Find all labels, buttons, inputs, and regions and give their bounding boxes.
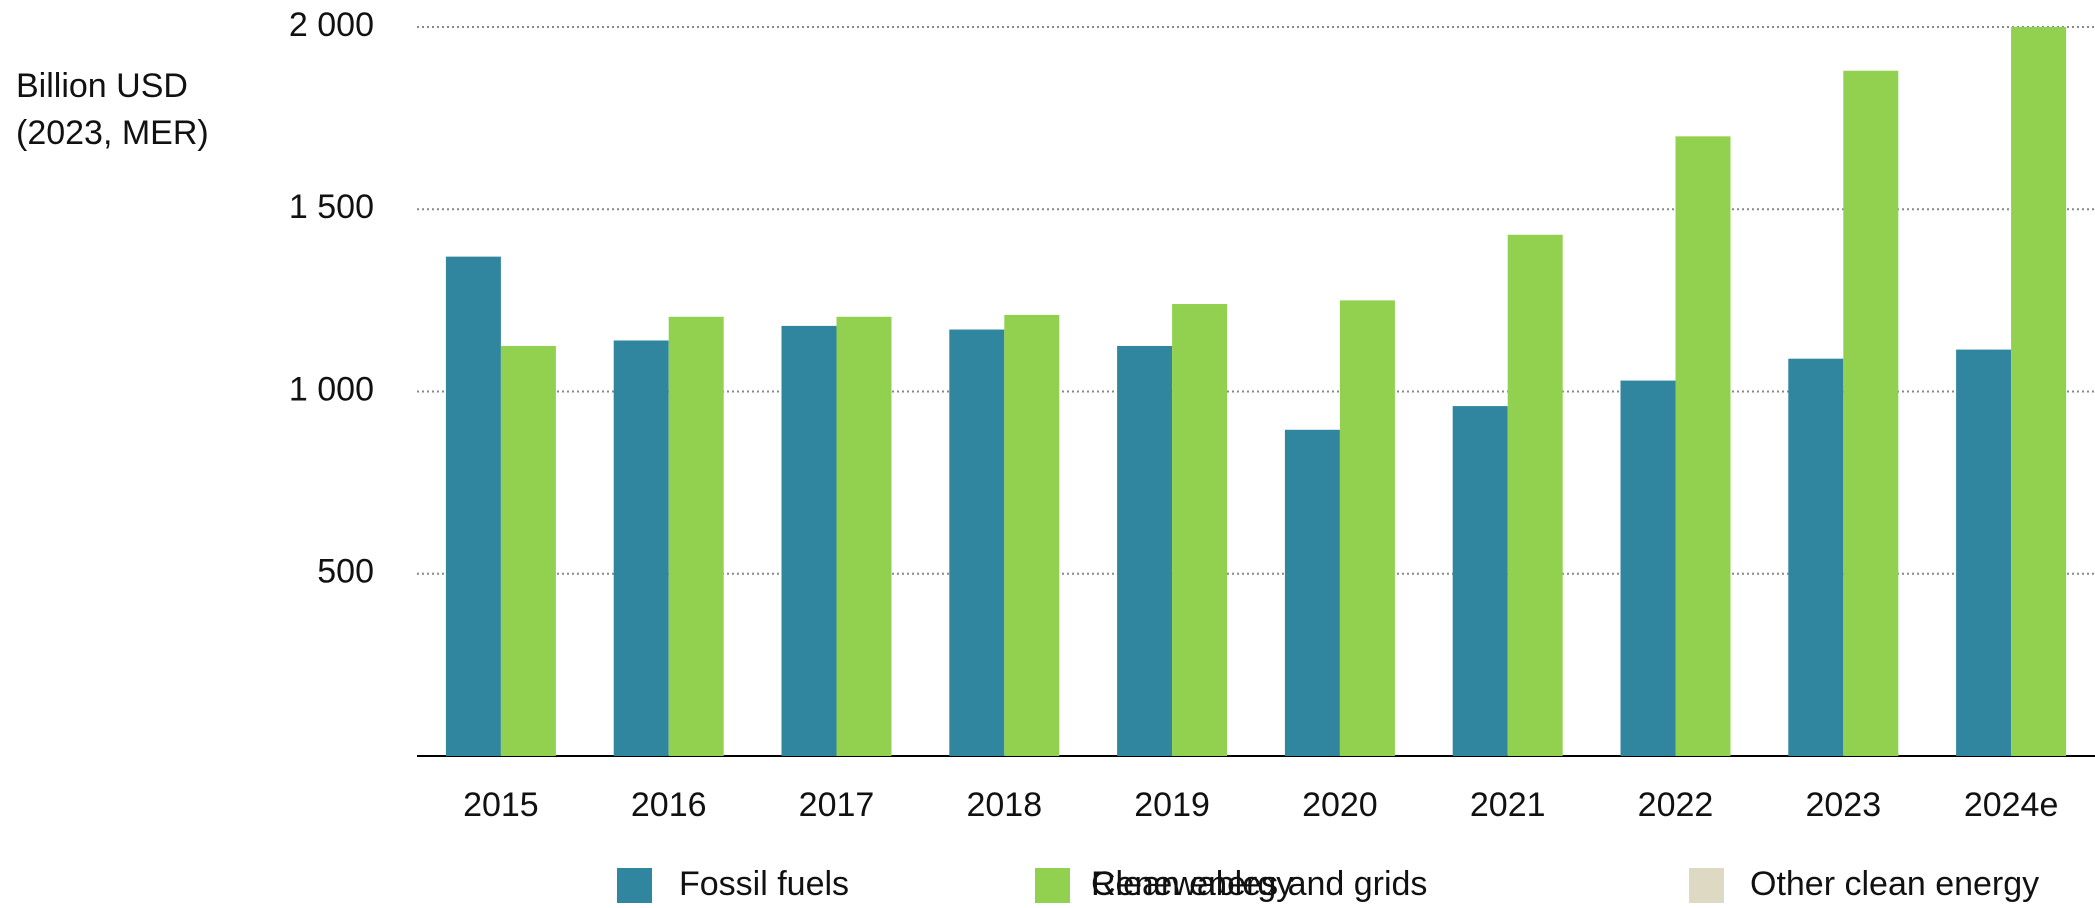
bar xyxy=(1284,429,1340,756)
bar xyxy=(445,256,501,756)
bar xyxy=(500,345,556,756)
x-tick-label: 2020 xyxy=(1302,786,1378,824)
y-tick-label: 1 000 xyxy=(289,370,374,408)
x-tick-label: 2022 xyxy=(1638,786,1714,824)
bar xyxy=(949,329,1005,756)
y-axis-label: Billion USD xyxy=(16,67,188,105)
x-tick-label: 2016 xyxy=(631,786,707,824)
y-tick-label: 1 500 xyxy=(289,188,374,226)
legend-swatch xyxy=(1035,868,1070,903)
legend-label: Renewables and grids xyxy=(1091,865,1427,903)
legend-swatch xyxy=(617,868,652,903)
bar xyxy=(836,316,892,756)
x-tick-label: 2021 xyxy=(1470,786,1546,824)
x-tick-label: 2024e xyxy=(1964,786,2059,824)
bar xyxy=(1452,406,1508,756)
x-tick-label: 2023 xyxy=(1805,786,1881,824)
bar xyxy=(1843,70,1899,757)
legend-label: Fossil fuels xyxy=(679,865,849,903)
x-tick-label: 2019 xyxy=(1134,786,1210,824)
bar xyxy=(2011,27,2067,756)
legend-label: Other clean energy xyxy=(1750,865,2039,903)
y-axis-label: (2023, MER) xyxy=(16,114,209,152)
legend-label: Clean energy xyxy=(1091,865,1293,903)
y-tick-label: 2 000 xyxy=(289,6,374,44)
bar xyxy=(1956,349,2012,756)
x-tick-label: 2015 xyxy=(463,786,539,824)
legend-swatch xyxy=(1689,868,1724,903)
bar xyxy=(668,316,724,756)
bar xyxy=(1507,234,1563,756)
bar xyxy=(781,325,837,756)
bar xyxy=(613,340,669,756)
bar xyxy=(1004,314,1060,756)
y-tick-label: 500 xyxy=(317,553,374,591)
bar xyxy=(1620,380,1676,756)
bar xyxy=(1339,300,1395,756)
x-tick-label: 2017 xyxy=(799,786,875,824)
bar xyxy=(1172,304,1228,756)
x-tick-label: 2018 xyxy=(966,786,1042,824)
bar xyxy=(1117,345,1173,756)
bar xyxy=(1788,358,1844,756)
bar xyxy=(1675,136,1731,757)
